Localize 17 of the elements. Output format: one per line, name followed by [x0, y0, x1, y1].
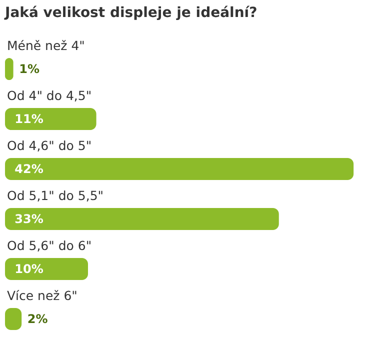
- y-tick-label: Více než 6": [7, 288, 78, 303]
- y-tick-label: Od 4,6" do 5": [7, 138, 92, 153]
- bar: [5, 158, 354, 180]
- data-label: 42%: [14, 162, 44, 176]
- data-label: 33%: [14, 212, 44, 226]
- bar: [5, 108, 96, 130]
- data-label: 2%: [27, 312, 48, 326]
- data-label: 11%: [14, 112, 44, 126]
- y-tick-label: Méně než 4": [7, 38, 85, 53]
- y-tick-label: Od 5,1" do 5,5": [7, 188, 104, 203]
- data-label: 10%: [14, 262, 44, 276]
- y-tick-label: Od 5,6" do 6": [7, 238, 92, 253]
- data-label: 1%: [19, 62, 40, 76]
- y-tick-label: Od 4" do 4,5": [7, 88, 92, 103]
- bar: [5, 208, 279, 230]
- bar: [5, 258, 88, 280]
- chart-title: Jaká velikost displeje je ideální?: [4, 5, 258, 21]
